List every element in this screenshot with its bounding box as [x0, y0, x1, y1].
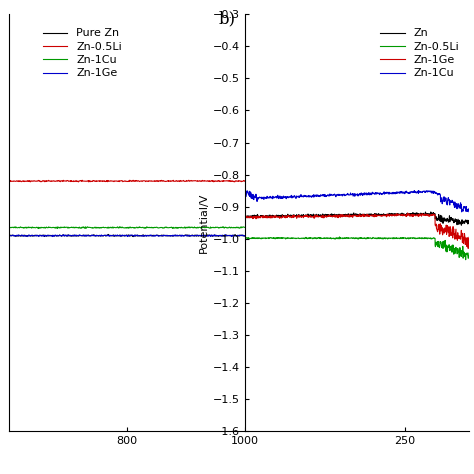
Legend: Zn, Zn-0.5Li, Zn-1Ge, Zn-1Cu: Zn, Zn-0.5Li, Zn-1Ge, Zn-1Cu: [376, 24, 464, 83]
Text: b): b): [218, 10, 235, 27]
Y-axis label: Potential/V: Potential/V: [199, 192, 209, 253]
Legend: Pure Zn, Zn-0.5Li, Zn-1Cu, Zn-1Ge: Pure Zn, Zn-0.5Li, Zn-1Cu, Zn-1Ge: [38, 24, 127, 83]
